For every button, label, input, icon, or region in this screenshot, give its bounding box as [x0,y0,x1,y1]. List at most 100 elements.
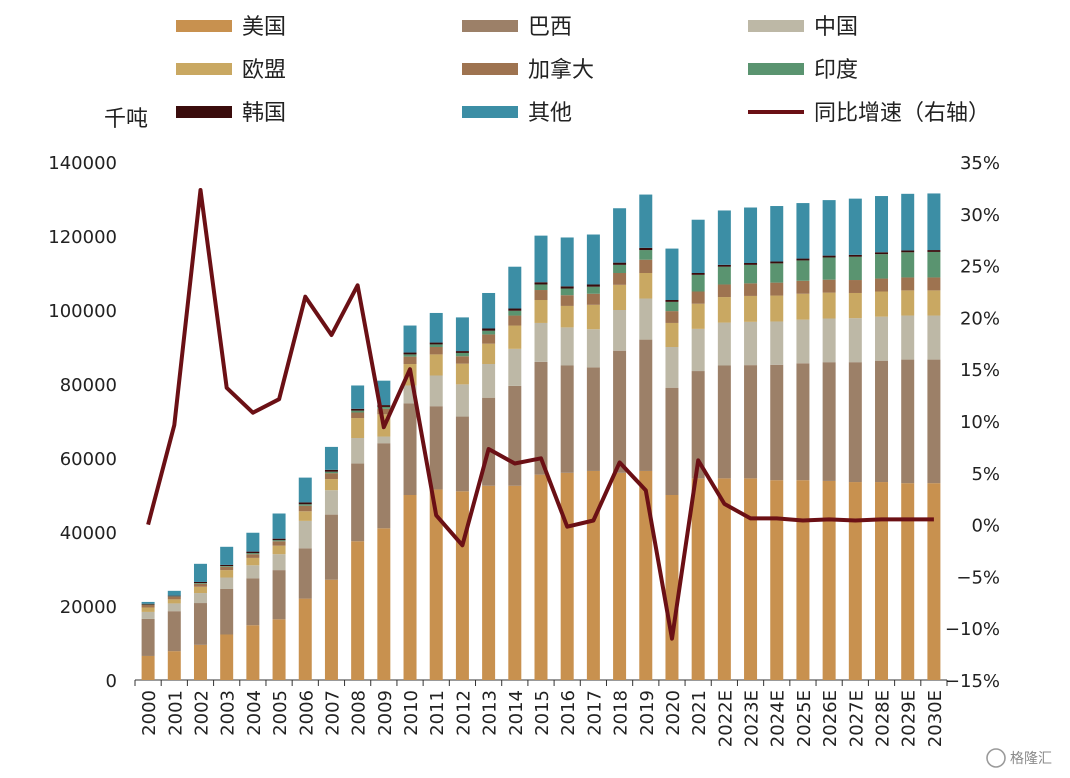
bar-segment [455,491,469,680]
bar-segment [770,480,784,680]
bar-segment [691,273,705,275]
bar-segment [822,318,836,363]
x-tick-label: 2016 [558,690,579,736]
legend-swatch [176,63,232,75]
bar-segment [560,237,574,287]
bar-segment [822,362,836,481]
line-layer [146,188,934,641]
left-axis-ticks: 140000 120000 100000 80000 60000 40000 20000 0 [48,153,117,692]
bar-segment [298,520,312,549]
bar-segment [717,322,731,366]
bar-segment [482,292,496,329]
bar-segment [455,384,469,417]
x-tick-label: 2029E [899,690,920,747]
x-tick-label: 2015 [532,690,553,736]
y-tick-label: 140000 [48,153,117,174]
x-tick-label: 2012 [453,690,474,736]
bar-segment [665,322,679,347]
bar-segment [455,363,469,385]
bar-segment [875,254,889,279]
bar-segment [193,583,207,584]
bar-segment [377,443,391,529]
bar-segment [351,385,365,409]
bar-segment [901,252,915,278]
legend-label: 印度 [814,58,858,83]
bar-segment [717,297,731,323]
bar-segment [639,259,653,273]
bar-segment [324,446,338,470]
bar-segment [901,359,915,484]
bar-segment [534,282,548,285]
bar-segment [665,495,679,680]
bar-segment [744,321,758,366]
bar-layer [141,193,941,680]
bar-segment [639,298,653,340]
bar-segment [429,354,443,376]
bar-segment [220,546,234,565]
bar-segment [927,359,941,484]
bar-segment [691,371,705,479]
bar-segment [377,408,391,415]
y2-tick-label: 15% [960,360,1000,381]
bar-segment [796,293,810,320]
bar-segment [377,406,391,409]
bar-segment [613,273,627,285]
bar-segment [848,318,862,363]
bar-segment [403,325,417,353]
bar-segment [508,310,522,316]
bar-segment [246,554,260,558]
bar-segment [298,504,312,506]
y-tick-label: 0 [106,671,117,692]
bar-segment [403,495,417,680]
bar-segment [429,312,443,343]
x-tick-label: 2011 [427,690,448,736]
legend-label: 韩国 [242,101,286,126]
bar-segment [665,301,679,312]
bar-segment [875,482,889,680]
bar-segment [744,264,758,284]
bar-segment [403,354,417,357]
bar-segment [875,316,889,361]
bar-segment [560,286,574,289]
bar-segment [324,490,338,515]
bar-segment [744,295,758,322]
y2-tick-label: 25% [960,257,1000,278]
y2-tick-label: −15% [945,671,1000,692]
bar-segment [141,601,155,604]
bar-segment [482,334,496,344]
y2-tick-label: −10% [945,619,1000,640]
bar-segment [691,291,705,304]
bar-segment [586,234,600,285]
bar-segment [167,603,181,612]
y2-tick-label: −5% [956,567,1000,588]
bar-segment [586,329,600,368]
y2-tick-label: 30% [960,205,1000,226]
bar-segment [560,305,574,328]
bar-segment [613,264,627,273]
bar-segment [324,514,338,580]
bar-segment [534,284,548,291]
x-tick-label: 2023E [742,690,763,747]
bar-segment [586,293,600,305]
bar-segment [429,406,443,490]
bar-segment [848,254,862,257]
bar-segment [246,553,260,555]
bar-segment [586,304,600,330]
bar-segment [796,280,810,294]
bar-segment [298,505,312,512]
bar-segment [717,365,731,479]
legend-label: 巴西 [528,15,572,40]
bar-segment [272,570,286,620]
bar-segment [324,471,338,474]
y2-tick-label: 10% [960,412,1000,433]
y2-tick-label: 0% [971,516,1000,537]
bar-segment [246,551,260,554]
bar-segment [141,603,155,605]
x-tick-label: 2000 [139,690,160,736]
x-tick-label: 2007 [322,690,343,736]
bar-segment [796,258,810,261]
x-tick-label: 2013 [480,690,501,736]
legend-swatch [748,63,804,75]
